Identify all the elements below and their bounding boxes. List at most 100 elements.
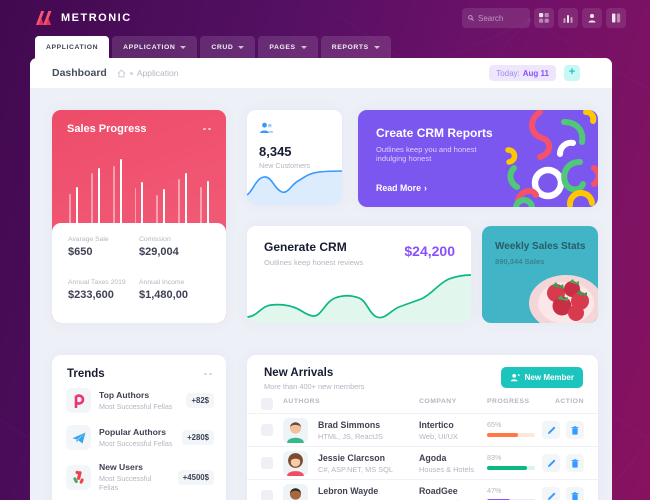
customers-label: New Customers (259, 161, 311, 170)
chevron-down-icon (373, 45, 380, 49)
tab-label: REPORTS (331, 43, 369, 51)
trend-value-badge: +280$ (182, 430, 214, 445)
strawberry-plate-image (529, 275, 598, 323)
progress-bar (487, 466, 535, 470)
author-name[interactable]: Brad Simmons (318, 420, 381, 430)
weekly-sales-card: Weekly Sales Stats 890,344 Sales (482, 226, 598, 323)
table-row: Jessie Clarcson C#, ASP.NET, MS SQL Agod… (247, 446, 598, 479)
card-subtitle: 890,344 Sales (495, 257, 545, 266)
select-all-checkbox[interactable] (261, 398, 273, 410)
card-title: Trends (67, 368, 105, 380)
content-panel: Dashboard Application Today: Aug 11 + Sa… (30, 58, 612, 500)
table-row: Brad Simmons HTML, JS, ReactJS Intertico… (247, 413, 598, 446)
table-header-row: AUTHORS COMPANY PROGRESS ACTION (247, 395, 598, 413)
search-input[interactable] (478, 13, 524, 23)
more-options-icon[interactable] (203, 372, 212, 376)
avatar (283, 484, 308, 500)
trend-value-badge: +82$ (186, 393, 214, 408)
user-icon (588, 14, 596, 23)
metronic-logo-icon (36, 11, 52, 25)
card-title: Create CRM Reports (376, 126, 493, 140)
breadcrumb-separator (129, 71, 133, 75)
pencil-icon (547, 426, 555, 434)
tab-application-menu[interactable]: APPLICATION (112, 36, 198, 58)
stats-button[interactable] (558, 8, 578, 28)
trend-item-new-users[interactable]: New Users Most Successful Fellas +4500$ (52, 456, 226, 498)
author-name[interactable]: Lebron Wayde (318, 486, 379, 496)
company-industry: Houses & Hotels (419, 465, 475, 474)
row-checkbox[interactable] (261, 424, 273, 436)
generate-crm-card: Generate CRM Outlines keep honest review… (247, 226, 471, 323)
tab-pages-menu[interactable]: PAGES (258, 36, 318, 58)
tab-application-active[interactable]: APPLICATION (35, 36, 110, 58)
date-selector[interactable]: Today: Aug 11 (489, 65, 556, 81)
user-button[interactable] (582, 8, 602, 28)
breadcrumb-item[interactable]: Application (136, 68, 179, 78)
card-subtitle: Outlines keep you and honest indulging h… (376, 145, 477, 163)
breadcrumb-bar: Dashboard Application Today: Aug 11 + (30, 58, 612, 88)
layout-icon (612, 13, 621, 23)
new-arrivals-table: AUTHORS COMPANY PROGRESS ACTION (247, 395, 598, 500)
company-industry: Transportation (419, 498, 466, 500)
progress-label: 47% (487, 486, 502, 495)
chevron-right-icon: › (423, 183, 427, 193)
tab-label: APPLICATION (46, 43, 99, 51)
add-button[interactable]: + (564, 65, 580, 81)
sales-progress-card: Sales Progress Avarage Sale $650 Comissi… (52, 110, 226, 323)
author-name[interactable]: Jessie Clarcson (318, 453, 385, 463)
brand-name: METRONIC (61, 12, 132, 24)
edit-button[interactable] (542, 454, 560, 472)
page-title: Dashboard (52, 67, 107, 79)
tab-reports-menu[interactable]: REPORTS (320, 36, 391, 58)
progress-bar (487, 433, 535, 437)
new-member-button[interactable]: New Member (500, 367, 583, 388)
chart-icon (563, 15, 573, 23)
tab-label: PAGES (269, 43, 296, 51)
brand[interactable]: METRONIC (35, 9, 132, 27)
figure-brand-logo-icon (66, 464, 91, 490)
edit-button[interactable] (542, 487, 560, 500)
progress-label: 83% (487, 453, 502, 462)
card-subtitle: More than 400+ new members (264, 382, 365, 391)
read-more-link[interactable]: Read More › (376, 183, 427, 193)
company-name: RoadGee (419, 486, 458, 496)
panel-toggle-button[interactable] (606, 8, 626, 28)
delete-button[interactable] (566, 421, 584, 439)
progress-label: 65% (487, 420, 502, 429)
trash-icon (571, 491, 579, 500)
edit-button[interactable] (542, 421, 560, 439)
trend-item-top-authors[interactable]: Top Authors Most Successful Fellas +82$ (52, 382, 226, 419)
new-arrivals-card: New Arrivals More than 400+ new members … (247, 355, 598, 500)
tab-crud-menu[interactable]: CRUD (200, 36, 256, 58)
trend-item-popular-authors[interactable]: Popular Authors Most Successful Fellas +… (52, 419, 226, 456)
stat-commission: Comission $29,004 (139, 236, 179, 258)
crm-amount: $24,200 (404, 243, 455, 259)
avatar (283, 451, 308, 476)
main-nav-tabs: APPLICATION APPLICATION CRUD PAGES REPOR… (35, 36, 391, 58)
doodle-pattern (505, 110, 598, 207)
today-date: Aug 11 (522, 68, 549, 78)
customers-icon (260, 122, 274, 133)
trash-icon (571, 425, 579, 435)
top-bar: METRONIC (0, 0, 650, 36)
search-box[interactable] (462, 8, 530, 28)
delete-button[interactable] (566, 454, 584, 472)
trends-card: Trends Top Authors Most Successful Fella… (52, 355, 226, 500)
row-checkbox[interactable] (261, 457, 273, 469)
author-skills: PHP, Laravel, VueJS (318, 498, 386, 500)
column-action: ACTION (554, 398, 584, 405)
paper-plane-logo-icon (66, 425, 91, 450)
row-checkbox[interactable] (261, 490, 273, 500)
card-title: Generate CRM (264, 240, 347, 254)
more-options-icon[interactable] (202, 127, 211, 131)
delete-button[interactable] (566, 487, 584, 500)
tab-label: APPLICATION (123, 43, 176, 51)
card-title: Sales Progress (67, 123, 147, 135)
new-customers-card: 8,345 New Customers (247, 110, 342, 205)
stat-annual-taxes: Annual Taxes 2019 $233,600 (68, 279, 126, 301)
search-icon (468, 15, 474, 21)
quick-panels-button[interactable] (534, 8, 554, 28)
pencil-icon (547, 459, 555, 467)
card-title: Weekly Sales Stats (495, 241, 586, 252)
